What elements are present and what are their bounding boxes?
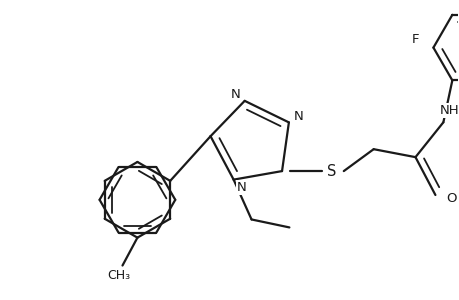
Text: S: S — [326, 164, 336, 178]
Text: N: N — [293, 110, 303, 123]
Text: O: O — [445, 193, 456, 206]
Text: NH: NH — [439, 104, 458, 117]
Text: F: F — [411, 33, 418, 46]
Text: N: N — [230, 88, 240, 101]
Text: CH₃: CH₃ — [106, 269, 130, 282]
Text: N: N — [236, 181, 246, 194]
